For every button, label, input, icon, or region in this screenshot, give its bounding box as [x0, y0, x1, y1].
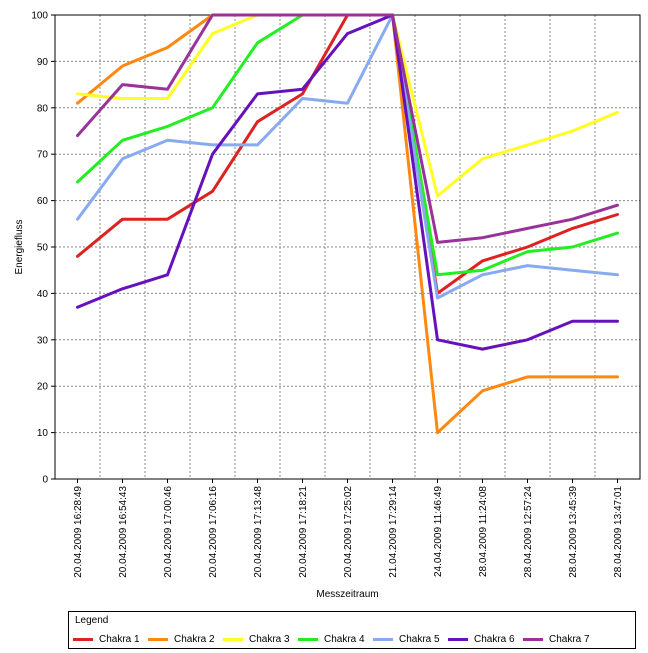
legend-swatch	[523, 638, 543, 641]
x-tick-label: 20.04.2009 17:13:48	[253, 486, 264, 578]
line-chart: 0 10 20 30 40 50 60 70 80 90 100 20.04.2009 16:28:4…	[14, 11, 641, 600]
series-line-chakra-7	[76, 13, 619, 244]
x-axis-title: Messzeitraum	[316, 589, 378, 600]
legend-label: Chakra 7	[549, 634, 590, 645]
legend-label: Chakra 1	[99, 634, 140, 645]
x-tick-label: 28.04.2009 11:24:08	[478, 486, 489, 577]
series-line-chakra-2	[76, 13, 619, 435]
x-tick-label: 20.04.2009 17:25:02	[343, 486, 354, 578]
tick-labels: 0 10 20 30 40 50 60 70 80 90 100 20.04.2009 16:28:4…	[31, 11, 624, 578]
y-tick-label: 100	[31, 11, 48, 22]
legend-swatch	[73, 638, 93, 641]
legend-swatch	[448, 638, 468, 641]
legend-label: Chakra 5	[399, 634, 440, 645]
x-tick-label: 28.04.2009 13:47:01	[613, 486, 624, 578]
x-tick-label: 28.04.2009 13:45:39	[568, 486, 579, 578]
y-tick-label: 60	[37, 196, 49, 207]
legend-label: Chakra 6	[474, 634, 515, 645]
y-tick-label: 70	[37, 150, 49, 161]
x-tick-label: 28.04.2009 12:57:24	[523, 486, 534, 578]
legend-label: Chakra 2	[174, 634, 215, 645]
x-tick-label: 20.04.2009 16:28:49	[73, 486, 84, 578]
legend-item-chakra-5: Chakra 5	[371, 634, 446, 645]
legend-item-chakra-3: Chakra 3	[221, 634, 296, 645]
legend-swatch	[373, 638, 393, 641]
y-tick-label: 10	[37, 428, 49, 439]
x-tick-label: 20.04.2009 16:54:43	[118, 486, 129, 578]
legend-item-chakra-6: Chakra 6	[446, 634, 521, 645]
x-tick-label: 20.04.2009 17:00:46	[163, 486, 174, 578]
legend-item-chakra-1: Chakra 1	[71, 634, 146, 645]
legend-label: Chakra 4	[324, 634, 365, 645]
x-tick-label: 20.04.2009 17:18:21	[298, 486, 309, 578]
legend-swatch	[148, 638, 168, 641]
x-tick-label: 21.04.2009 17:29:14	[388, 486, 399, 578]
legend-item-chakra-2: Chakra 2	[146, 634, 221, 645]
series-line-chakra-3	[76, 13, 619, 198]
legend-title: Legend	[75, 615, 109, 626]
legend-label: Chakra 3	[249, 634, 290, 645]
x-tick-label: 24.04.2009 11:46:49	[433, 486, 444, 577]
y-tick-label: 80	[37, 103, 49, 114]
legend-item-chakra-4: Chakra 4	[296, 634, 371, 645]
series-lines	[76, 13, 619, 435]
series-line-chakra-6	[76, 13, 619, 351]
y-tick-label: 50	[37, 243, 49, 254]
y-tick-label: 30	[37, 335, 49, 346]
legend-swatch	[223, 638, 243, 641]
y-tick-label: 0	[42, 475, 48, 486]
legend-swatch	[298, 638, 318, 641]
legend-item-chakra-7: Chakra 7	[521, 634, 596, 645]
grid	[55, 14, 640, 479]
legend-items: Chakra 1 Chakra 2 Chakra 3 Chakra 4 Chakra 5…	[71, 634, 596, 645]
x-tick-label: 20.04.2009 17:06:16	[208, 486, 219, 578]
y-tick-label: 90	[37, 57, 49, 68]
series-line-chakra-5	[76, 13, 619, 300]
y-axis-title: Energiefluss	[14, 219, 25, 274]
y-tick-label: 20	[37, 382, 49, 393]
y-tick-label: 40	[37, 289, 49, 300]
